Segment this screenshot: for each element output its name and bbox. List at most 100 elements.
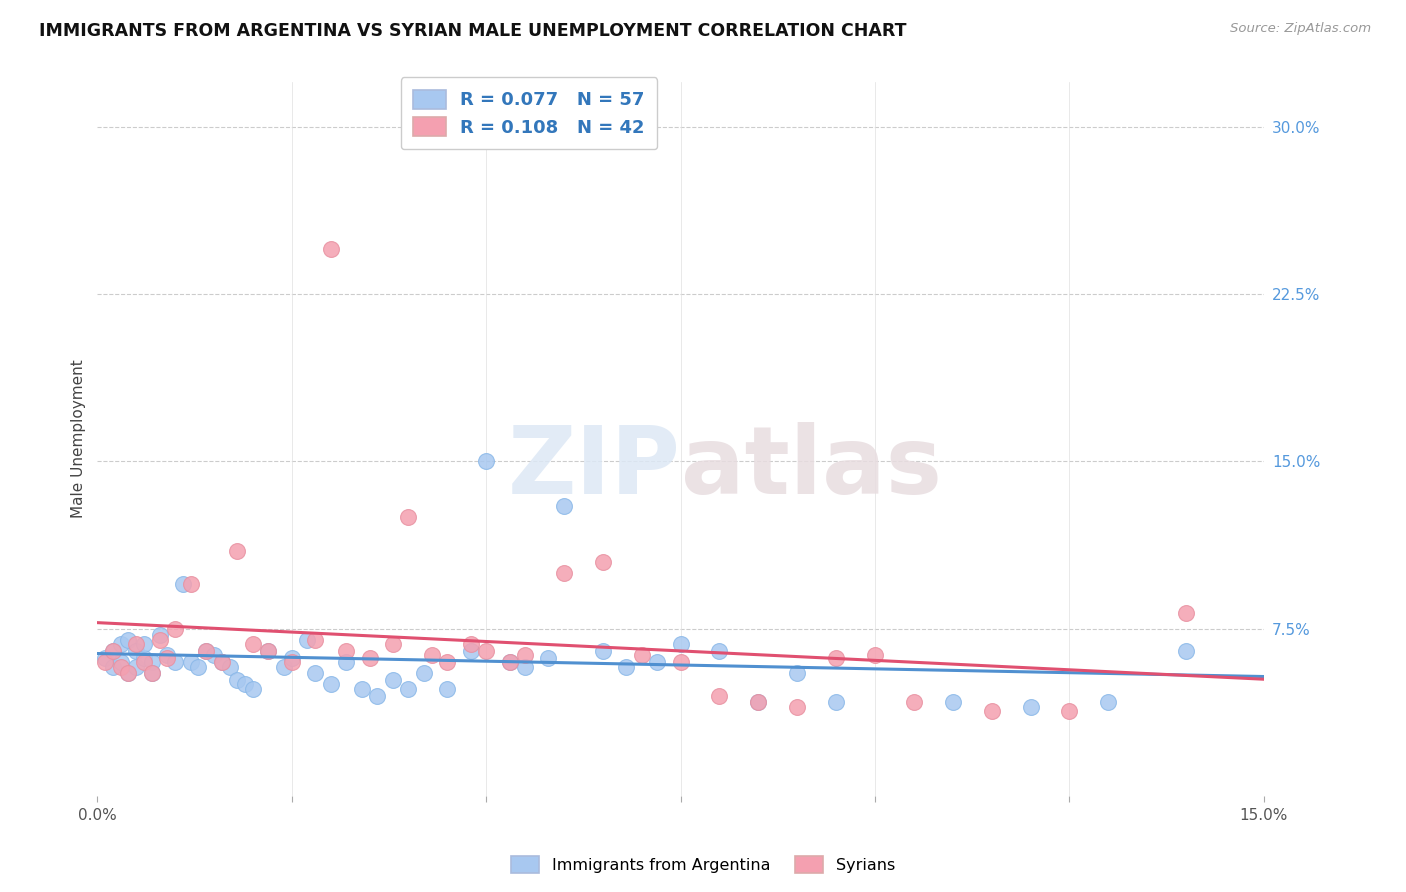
Point (1059, 704, 1081, 718)
Point (165, 622, 187, 636)
Point (359, 650, 381, 665)
Point (281, 655, 304, 669)
Point (101, 659, 124, 673)
Point (436, 655, 458, 669)
Point (156, 650, 179, 665)
Point (297, 632, 319, 647)
Point (513, 659, 536, 673)
Point (211, 655, 233, 669)
Point (110, 659, 132, 673)
Point (319, 677, 342, 691)
Point (709, 689, 731, 703)
Point (980, 704, 1002, 718)
Point (396, 681, 419, 696)
Point (304, 666, 326, 681)
Point (366, 689, 388, 703)
Point (132, 650, 155, 665)
Point (117, 666, 139, 681)
Point (669, 655, 692, 669)
Point (709, 644, 731, 658)
Point (498, 655, 520, 669)
Point (786, 666, 808, 681)
Point (148, 632, 170, 647)
Point (281, 650, 304, 665)
Point (942, 695, 965, 709)
Point (436, 681, 458, 696)
Point (335, 655, 357, 669)
Point (257, 644, 280, 658)
Text: IMMIGRANTS FROM ARGENTINA VS SYRIAN MALE UNEMPLOYMENT CORRELATION CHART: IMMIGRANTS FROM ARGENTINA VS SYRIAN MALE… (39, 22, 907, 40)
Point (592, 644, 614, 658)
Point (863, 648, 886, 663)
Point (202, 648, 225, 663)
Point (226, 673, 249, 687)
Point (903, 695, 925, 709)
Point (141, 666, 163, 681)
Point (475, 644, 498, 658)
Y-axis label: Male Unemployment: Male Unemployment (72, 359, 86, 518)
Point (460, 637, 482, 651)
Point (148, 628, 170, 642)
Point (537, 650, 560, 665)
Point (614, 659, 637, 673)
Point (747, 695, 769, 709)
Point (335, 644, 357, 658)
Point (156, 648, 179, 663)
Text: Source: ZipAtlas.com: Source: ZipAtlas.com (1230, 22, 1371, 36)
Point (125, 659, 148, 673)
Point (498, 655, 520, 669)
Point (1175, 644, 1198, 658)
Point (180, 655, 202, 669)
Point (117, 632, 139, 647)
Point (257, 644, 280, 658)
Point (195, 644, 218, 658)
Point (592, 555, 614, 569)
Point (101, 644, 124, 658)
Point (460, 644, 482, 658)
Point (747, 695, 769, 709)
Point (1175, 606, 1198, 620)
Point (101, 644, 124, 658)
Point (381, 637, 404, 651)
Point (125, 637, 148, 651)
Point (825, 695, 848, 709)
Point (218, 659, 240, 673)
Point (475, 454, 498, 468)
Point (172, 577, 194, 591)
Point (141, 655, 163, 669)
Point (165, 655, 187, 669)
Point (187, 659, 209, 673)
Point (242, 681, 264, 696)
Text: ZIP: ZIP (508, 422, 681, 514)
Point (94, 650, 117, 665)
Point (110, 655, 132, 669)
Point (420, 648, 443, 663)
Point (132, 637, 155, 651)
Point (233, 677, 256, 691)
Point (553, 499, 575, 513)
Point (211, 655, 233, 669)
Point (413, 666, 436, 681)
Legend: Immigrants from Argentina, Syrians: Immigrants from Argentina, Syrians (505, 849, 901, 880)
Point (304, 632, 326, 647)
Text: atlas: atlas (681, 422, 942, 514)
Point (381, 673, 404, 687)
Point (1097, 695, 1119, 709)
Point (226, 543, 249, 558)
Point (669, 637, 692, 651)
Point (1019, 699, 1042, 714)
Point (110, 637, 132, 651)
Point (125, 644, 148, 658)
Point (630, 648, 652, 663)
Point (141, 666, 163, 681)
Point (786, 699, 808, 714)
Point (350, 681, 373, 696)
Point (242, 637, 264, 651)
Point (513, 648, 536, 663)
Point (117, 666, 139, 681)
Point (132, 655, 155, 669)
Point (825, 650, 848, 665)
Point (553, 566, 575, 580)
Point (319, 243, 342, 257)
Point (273, 659, 295, 673)
